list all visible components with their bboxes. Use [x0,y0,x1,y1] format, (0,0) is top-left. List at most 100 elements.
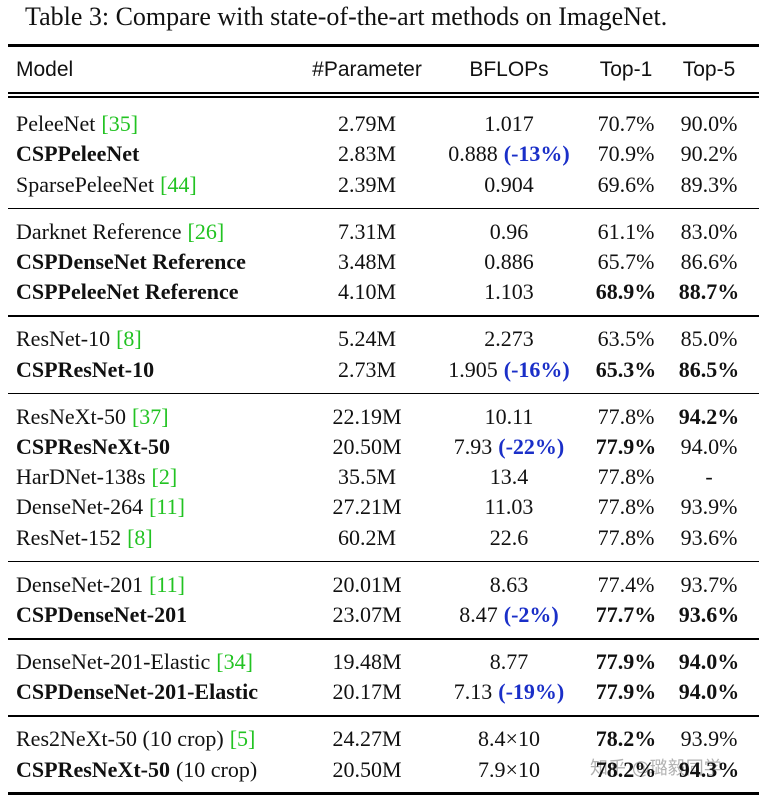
bflops-cell: 1.103 [484,277,534,307]
model-name: Res2NeXt-50 (10 crop) [16,726,224,752]
bflops-delta: (-2%) [503,602,559,627]
model-cell: DenseNet-201-Elastic [34] [16,647,253,677]
bflops-cell: 8.4×10 [478,724,540,754]
params-cell: 24.27M [332,726,402,752]
model-cell: DenseNet-201 [11] [16,570,185,600]
model-cell: SparsePeleeNet [44] [16,170,197,200]
table-rule [8,92,759,94]
top5-cell: 86.5% [678,356,740,382]
model-name: CSPDenseNet-201 [16,602,188,627]
params-cell: 20.01M [332,571,402,597]
citation: [34] [216,649,253,674]
top5-cell: 90.2% [680,141,738,167]
top5-cell: 93.6% [678,602,740,627]
top5-cell: 89.3% [680,171,738,197]
bflops-value: 13.4 [489,464,529,490]
table-rule [8,791,759,795]
bflops-cell: 10.11 [485,402,534,432]
model-cell: CSPDenseNet Reference [16,247,246,277]
model-cell: CSPResNeXt-50 [16,432,170,462]
citation: [44] [160,171,197,197]
bflops-cell: 8.77 [490,647,529,677]
citation: [11] [149,494,185,520]
params-cell: 19.48M [332,649,402,674]
top1-cell: 70.9% [597,141,655,167]
model-name: CSPPeleeNet [16,141,140,167]
bflops-value: 11.03 [484,494,534,520]
top1-cell: 77.8% [597,403,655,429]
table-rule [8,315,759,317]
bflops-value: 0.96 [489,218,529,244]
table-rule [8,715,759,717]
citation: [35] [101,111,139,136]
params-cell: 5.24M [337,326,397,352]
bflops-cell: 0.96 [490,217,529,247]
bflops-value: 0.904 [484,171,534,197]
top5-cell: - [705,464,713,490]
model-cell: CSPPeleeNet [16,139,139,169]
model-name: SparsePeleeNet [16,171,155,197]
model-name: CSPResNet-10 [16,356,155,382]
top5-cell: 93.9% [680,726,738,752]
params-cell: 35.5M [337,464,397,490]
bflops-value: 0.888 [448,141,498,167]
bflops-value: 8.77 [489,649,529,674]
model-name: DenseNet-201-Elastic [16,649,211,674]
bflops-value: 0.886 [484,248,534,274]
model-name: CSPDenseNet-201-Elastic [16,679,258,705]
bflops-value: 8.63 [489,571,529,597]
column-header: Model [16,58,74,81]
bflops-cell: 7.93 (-22%) [454,432,564,462]
citation: [37] [131,403,169,429]
column-header: #Parameter [312,58,422,81]
model-cell: ResNet-152 [8] [16,523,153,553]
citation: [26] [187,218,225,244]
bflops-cell: 7.13 (-19%) [454,677,564,707]
model-name: Darknet Reference [16,218,182,244]
top1-cell: 77.8% [597,524,655,550]
params-cell: 2.83M [337,141,397,167]
bflops-delta: (-22%) [498,433,565,459]
model-name: ResNet-10 [16,326,111,352]
table-rule [8,560,759,563]
top5-cell: 93.6% [680,524,738,550]
bflops-value: 10.11 [484,403,534,429]
table-rule [8,207,759,210]
top1-cell: 78.2% [595,756,657,782]
model-name: PeleeNet [16,111,96,136]
params-cell: 7.31M [337,218,397,244]
table-rule [8,44,759,47]
model-cell: CSPPeleeNet Reference [16,277,239,307]
model-cell: CSPDenseNet-201-Elastic [16,677,258,707]
bflops-delta: (-13%) [503,141,570,167]
bflops-value: 8.47 [459,602,498,627]
bflops-value: 2.273 [484,326,534,352]
top5-cell: 94.0% [680,433,738,459]
table-rule [8,392,759,394]
top5-cell: 90.0% [680,111,738,136]
top1-cell: 78.2% [595,726,657,752]
model-name: DenseNet-201 [16,571,144,597]
bflops-value: 7.93 [453,433,493,459]
top5-cell: 85.0% [680,326,738,352]
top5-cell: 86.6% [680,248,738,274]
model-name: HarDNet-138s [16,464,146,490]
bflops-value: 8.4×10 [478,726,540,752]
citation: [11] [149,571,185,597]
model-name: ResNeXt-50 [16,403,126,429]
top5-cell: 94.0% [678,649,740,674]
bflops-cell: 0.888 (-13%) [448,139,569,169]
citation: [5] [229,726,256,752]
params-cell: 2.73M [337,356,397,382]
top5-cell: 83.0% [680,218,738,244]
model-cell: ResNeXt-50 [37] [16,402,169,432]
model-name: CSPResNeXt-50 [16,756,170,782]
model-cell: CSPDenseNet-201 [16,600,187,630]
citation: [8] [127,524,153,550]
model-cell: Darknet Reference [26] [16,217,224,247]
top1-cell: 77.7% [595,602,657,627]
bflops-cell: 7.9×10 [478,755,540,785]
model-note: (10 crop) [175,756,258,782]
params-cell: 4.10M [337,279,397,305]
